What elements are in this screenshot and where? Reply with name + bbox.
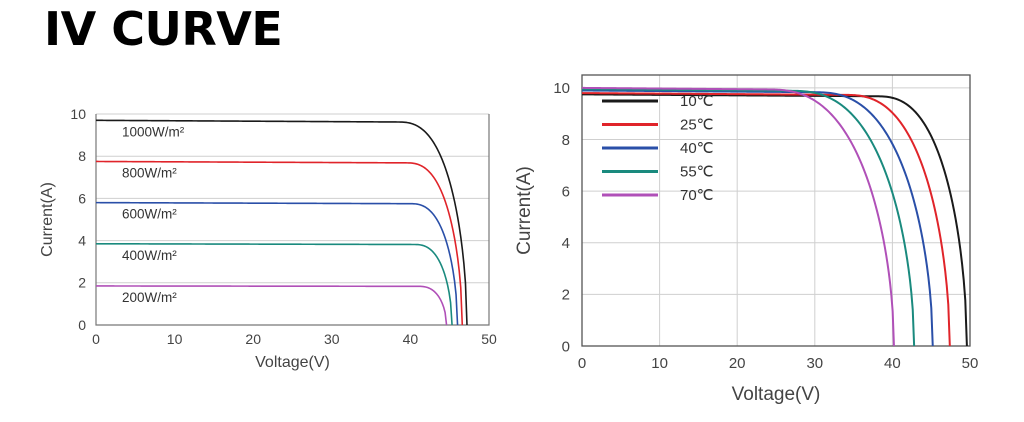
x-tick-label: 20 (245, 331, 261, 347)
series-line-0-0 (95, 119, 468, 326)
x-tick-label: 50 (481, 331, 497, 347)
x-tick-label: 10 (651, 355, 668, 372)
page-title: IV CURVE (44, 2, 283, 56)
y-tick-label: 6 (78, 190, 86, 206)
plot-axes (95, 114, 490, 326)
y-axis-label: Current(A) (514, 166, 535, 255)
legend-label-0: 10℃ (680, 93, 714, 110)
y-tick-label: 8 (78, 148, 86, 164)
series-line-1-2 (581, 89, 934, 347)
y-tick-label: 0 (78, 317, 86, 333)
y-tick-label: 0 (562, 338, 570, 355)
legend-label-4: 200W/m² (122, 290, 177, 305)
legend-label-1: 800W/m² (122, 165, 177, 180)
series-line-1-3 (581, 88, 916, 347)
y-tick-label: 4 (562, 235, 570, 252)
y-tick-label: 2 (78, 275, 86, 291)
legend-label-2: 600W/m² (122, 207, 177, 222)
x-tick-label: 30 (324, 331, 340, 347)
series-line-1-0 (581, 93, 968, 347)
y-tick-label: 10 (553, 80, 570, 97)
x-tick-label: 30 (806, 355, 823, 372)
y-tick-label: 6 (562, 183, 570, 200)
irradiance-iv-chart: 0 2 4 6 8 10 0 10 20 30 40 50 Voltage(V) Current(A) 10… (39, 106, 497, 371)
x-tick-label: 40 (403, 331, 419, 347)
x-tick-label: 40 (884, 355, 901, 372)
x-axis-label: Voltage(V) (732, 384, 821, 405)
x-tick-label: 0 (92, 331, 100, 347)
y-tick-label: 10 (70, 106, 86, 122)
y-tick-label: 4 (78, 233, 86, 249)
y-tick-label: 8 (562, 132, 570, 149)
legend-label-3: 400W/m² (122, 248, 177, 263)
x-axis-label: Voltage(V) (255, 354, 330, 371)
legend-label-1: 25℃ (680, 117, 714, 134)
series-line-0-3 (95, 242, 453, 326)
legend-label-3: 55℃ (680, 164, 714, 181)
temperature-iv-chart: 0 2 4 6 8 10 0 10 20 30 40 50 Voltage(V) Current(A) 10… (514, 74, 979, 405)
series-line-0-1 (95, 160, 464, 326)
y-axis-label: Current(A) (39, 182, 56, 257)
y-tick-label: 2 (562, 287, 570, 304)
legend-label-0: 1000W/m² (122, 124, 185, 139)
legend-label-2: 40℃ (680, 140, 714, 157)
series-line-1-4 (581, 86, 895, 347)
x-tick-label: 10 (167, 331, 183, 347)
x-tick-label: 0 (578, 355, 586, 372)
legend-label-4: 70℃ (680, 187, 714, 204)
plot-frame (581, 74, 971, 347)
series-line-0-2 (95, 201, 459, 326)
x-tick-label: 50 (962, 355, 979, 372)
series-line-0-4 (96, 285, 448, 326)
series-line-1-1 (581, 92, 951, 347)
x-tick-label: 20 (729, 355, 746, 372)
